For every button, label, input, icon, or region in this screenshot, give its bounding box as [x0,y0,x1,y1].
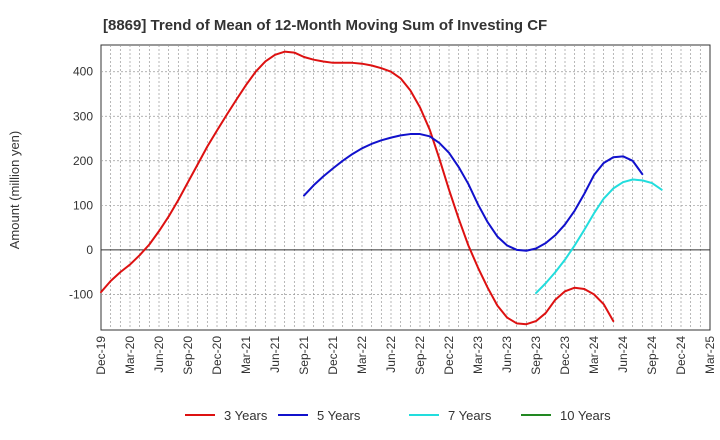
x-tick-label: Dec-24 [674,336,688,375]
x-tick-label: Jun-23 [500,336,514,373]
x-axis-ticks: Dec-19 Mar-20 Jun-20 Sep-20 Dec-20 Mar-21 Jun-… [94,336,717,375]
x-tick-label: Dec-21 [326,336,340,375]
x-tick-label: Sep-21 [297,336,311,375]
x-tick-label: Sep-22 [413,336,427,375]
legend-label: 10 Years [560,408,611,423]
x-tick-label: Sep-20 [181,336,195,375]
x-tick-label: Mar-22 [355,336,369,374]
y-tick-label: -100 [69,287,93,301]
x-tick-label: Jun-22 [384,336,398,373]
chart-title: [8869] Trend of Mean of 12-Month Moving … [103,17,547,34]
x-tick-label: Dec-19 [94,336,108,375]
y-axis-ticks: -100 0 100 200 300 400 [69,65,93,302]
x-tick-label: Jun-24 [616,336,630,373]
series-line-3-years [100,50,615,326]
x-tick-label: Jun-20 [152,336,166,373]
x-tick-label: Sep-23 [529,336,543,375]
x-tick-label: Dec-23 [558,336,572,375]
legend-label: 5 Years [317,408,361,423]
legend-label: 7 Years [448,408,492,423]
legend-label: 3 Years [224,408,268,423]
series-layer [100,50,663,326]
x-tick-label: Mar-21 [239,336,253,374]
x-tick-label: Mar-24 [587,336,601,374]
x-tick-label: Dec-20 [210,336,224,375]
grid-lines [101,45,710,330]
y-tick-label: 400 [73,65,93,79]
y-tick-label: 300 [73,109,93,123]
series-line-5-years [303,133,644,252]
x-tick-label: Mar-20 [123,336,137,374]
y-axis-label: Amount (million yen) [7,131,22,250]
y-tick-label: 0 [86,243,93,257]
x-tick-label: Jun-21 [268,336,282,373]
series-line-7-years [535,178,663,295]
x-tick-label: Mar-23 [471,336,485,374]
plot-area [100,44,711,331]
x-tick-label: Dec-22 [442,336,456,375]
x-tick-label: Sep-24 [645,336,659,375]
x-tick-label: Mar-25 [703,336,717,374]
y-tick-label: 100 [73,198,93,212]
legend: 3 Years 5 Years 7 Years 10 Years [185,408,611,423]
y-tick-label: 200 [73,154,93,168]
